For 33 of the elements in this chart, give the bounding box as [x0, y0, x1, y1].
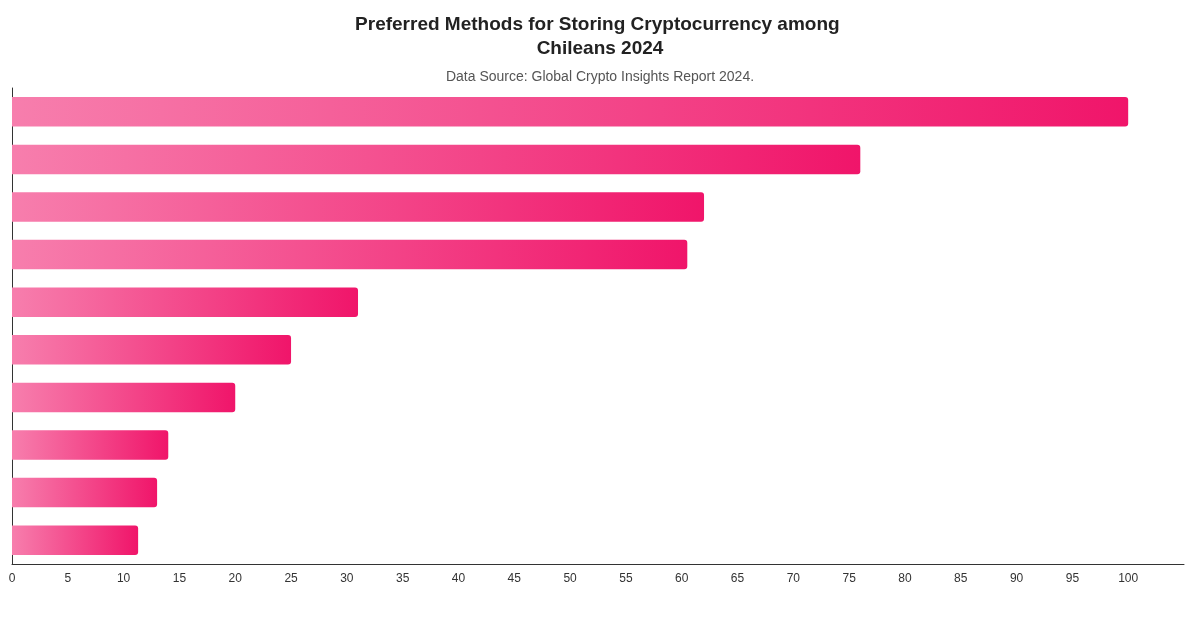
x-tick-label: 20	[228, 571, 243, 585]
bar	[12, 97, 1129, 127]
bar	[12, 144, 861, 175]
bar	[12, 430, 169, 460]
chart-title: Preferred Methods for Storing Cryptocurrency among Chileans 2024	[355, 12, 845, 58]
x-tick-label: 40	[451, 571, 466, 585]
x-tick-label: 90	[1009, 571, 1024, 585]
x-tick-label: 5	[64, 571, 72, 585]
x-tick-label: 60	[675, 571, 689, 585]
bar	[12, 192, 705, 222]
x-tick-label: 65	[730, 571, 745, 585]
x-tick-label: 95	[1065, 571, 1080, 585]
bar	[12, 382, 236, 413]
x-tick-label: 30	[340, 571, 354, 585]
x-tick-label: 75	[842, 571, 857, 585]
bar	[12, 287, 359, 317]
x-tick-label: 35	[395, 571, 410, 585]
x-tick-label: 25	[284, 571, 299, 585]
x-tick-label: 45	[507, 571, 522, 585]
bar	[12, 335, 292, 365]
bar	[12, 239, 688, 270]
x-tick-label: 0	[8, 571, 16, 585]
bar	[12, 477, 158, 508]
x-tick-label: 50	[563, 571, 578, 585]
x-tick-label: 10	[116, 571, 131, 585]
x-tick-label: 15	[172, 571, 187, 585]
x-tick-label: 85	[954, 571, 968, 585]
x-tick-label: 55	[619, 571, 633, 585]
x-tick-label: 100	[1118, 571, 1139, 585]
bar	[12, 525, 139, 555]
x-tick-label: 70	[786, 571, 801, 585]
x-tick-label: 80	[898, 571, 912, 585]
chart-subtitle: Data Source: Global Crypto Insights Report 2024.	[445, 68, 755, 84]
